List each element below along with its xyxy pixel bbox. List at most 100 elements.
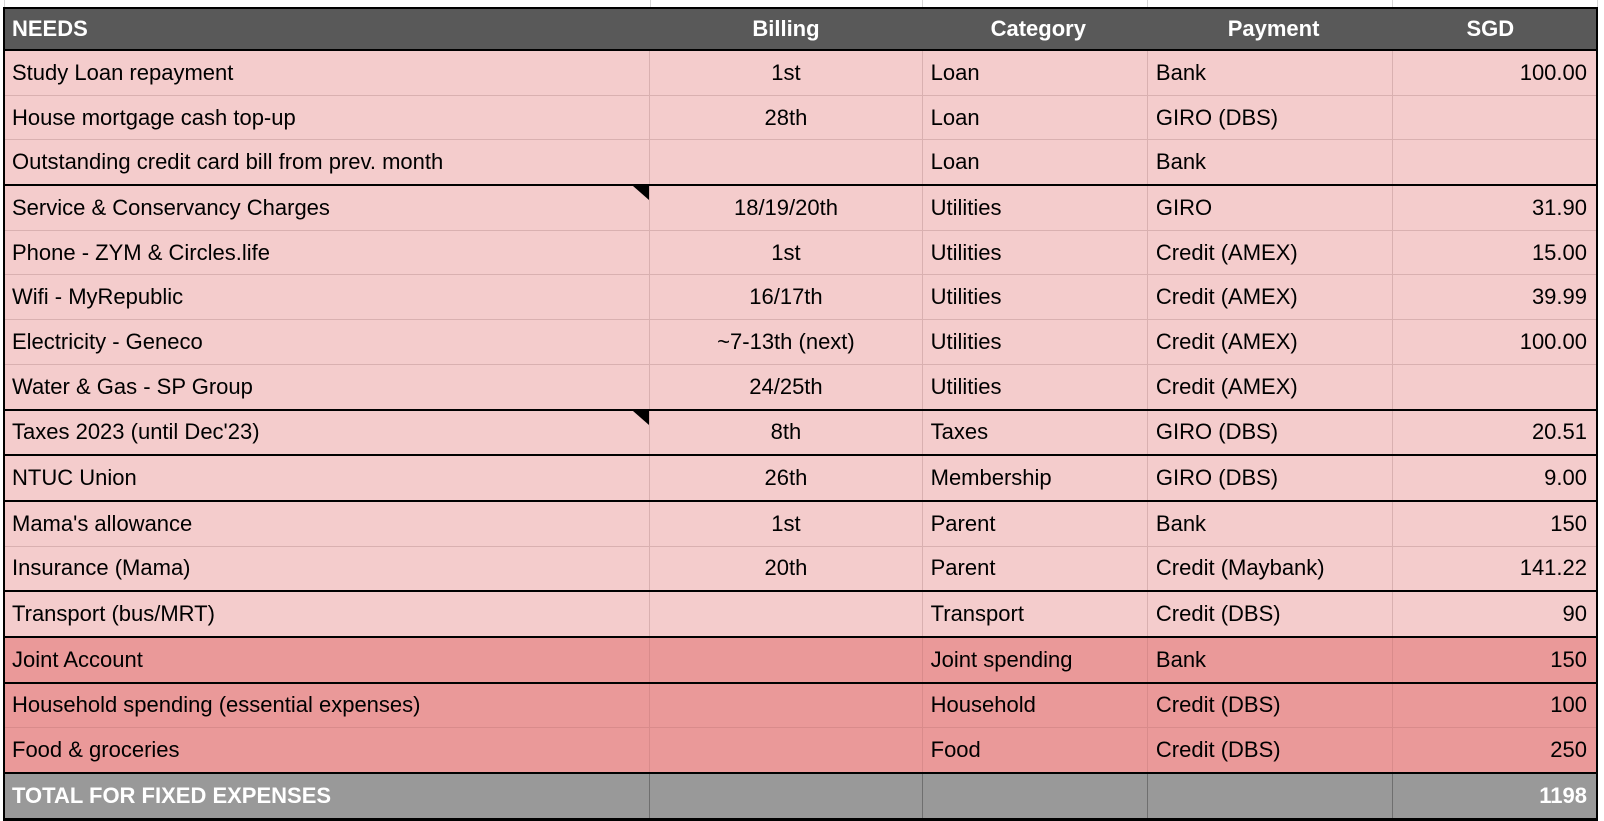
billing-cell[interactable]: 28th: [649, 95, 923, 141]
name-cell[interactable]: Taxes 2023 (until Dec'23): [4, 409, 651, 457]
payment-cell[interactable]: Bank: [1147, 50, 1394, 96]
column-header-billing[interactable]: Billing: [649, 8, 923, 51]
name-cell[interactable]: Joint Account: [4, 636, 651, 684]
billing-cell[interactable]: [649, 591, 923, 638]
name-cell[interactable]: Water & Gas - SP Group: [4, 364, 651, 411]
payment-cell[interactable]: Bank: [1147, 500, 1394, 547]
name-cell[interactable]: Household spending (essential expenses): [4, 682, 651, 729]
table-row: Insurance (Mama) 20th Parent Credit (Mayban…: [4, 546, 1597, 593]
payment-cell[interactable]: GIRO (DBS): [1147, 95, 1394, 141]
column-header-payment[interactable]: Payment: [1147, 8, 1393, 51]
name-cell[interactable]: Phone - ZYM & Circles.life: [4, 230, 651, 276]
sgd-cell[interactable]: 100: [1392, 682, 1597, 729]
sgd-cell[interactable]: 141.22: [1392, 546, 1597, 593]
name-cell[interactable]: Study Loan repayment: [4, 50, 651, 96]
name-cell[interactable]: Food & groceries: [4, 727, 651, 775]
name-cell[interactable]: Transport (bus/MRT): [4, 591, 651, 638]
billing-cell[interactable]: [649, 636, 923, 684]
billing-cell[interactable]: 8th: [649, 409, 923, 457]
billing-cell[interactable]: 16/17th: [649, 274, 923, 321]
sgd-cell[interactable]: 39.99: [1392, 274, 1597, 321]
name-cell[interactable]: House mortgage cash top-up: [4, 95, 651, 141]
name-cell[interactable]: Insurance (Mama): [4, 546, 651, 593]
sgd-cell[interactable]: 150: [1392, 636, 1597, 684]
sgd-cell[interactable]: [1392, 139, 1597, 187]
payment-cell[interactable]: Credit (AMEX): [1147, 230, 1394, 276]
category-cell[interactable]: Utilities: [922, 319, 1148, 365]
billing-cell[interactable]: [649, 682, 923, 729]
payment-cell[interactable]: GIRO: [1147, 185, 1394, 231]
gridline: [650, 0, 651, 7]
sgd-cell[interactable]: 15.00: [1392, 230, 1597, 276]
sgd-cell[interactable]: 90: [1392, 591, 1597, 638]
note-indicator-icon: [633, 186, 649, 201]
payment-cell[interactable]: Credit (AMEX): [1147, 274, 1394, 321]
billing-cell[interactable]: 24/25th: [649, 364, 923, 411]
sgd-cell[interactable]: 9.00: [1392, 455, 1597, 502]
name-cell[interactable]: Electricity - Geneco: [4, 319, 651, 365]
billing-cell[interactable]: ~7-13th (next): [649, 319, 923, 365]
billing-cell[interactable]: [649, 727, 923, 775]
category-cell[interactable]: Joint spending: [922, 636, 1148, 684]
category-cell[interactable]: Utilities: [922, 274, 1148, 321]
category-cell[interactable]: Parent: [922, 500, 1148, 547]
note-indicator-icon: [633, 410, 649, 425]
billing-cell[interactable]: 1st: [649, 50, 923, 96]
billing-cell[interactable]: 1st: [649, 230, 923, 276]
total-empty-cell[interactable]: [1147, 773, 1394, 820]
table-row: Wifi - MyRepublic 16/17th Utilities Credit …: [4, 274, 1597, 321]
payment-cell[interactable]: Credit (DBS): [1147, 591, 1394, 638]
category-cell[interactable]: Loan: [922, 95, 1148, 141]
sgd-cell[interactable]: 20.51: [1392, 409, 1597, 457]
gridline: [1147, 0, 1148, 7]
category-cell[interactable]: Loan: [922, 50, 1148, 96]
sgd-cell[interactable]: 250: [1392, 727, 1597, 775]
billing-cell[interactable]: 18/19/20th: [649, 185, 923, 231]
payment-cell[interactable]: Credit (Maybank): [1147, 546, 1394, 593]
sgd-cell[interactable]: 150: [1392, 500, 1597, 547]
sgd-cell[interactable]: 100.00: [1392, 319, 1597, 365]
payment-cell[interactable]: GIRO (DBS): [1147, 455, 1394, 502]
payment-cell[interactable]: Credit (DBS): [1147, 682, 1394, 729]
category-cell[interactable]: Utilities: [922, 230, 1148, 276]
category-cell[interactable]: Parent: [922, 546, 1148, 593]
payment-cell[interactable]: Credit (DBS): [1147, 727, 1394, 775]
column-header-category[interactable]: Category: [922, 8, 1148, 51]
expenses-table: NEEDS Billing Category Payment SGD Study…: [3, 7, 1598, 821]
total-label-cell[interactable]: TOTAL FOR FIXED EXPENSES: [4, 773, 651, 820]
payment-cell[interactable]: Bank: [1147, 139, 1394, 187]
name-cell[interactable]: Outstanding credit card bill from prev. …: [4, 139, 651, 187]
total-empty-cell[interactable]: [649, 773, 923, 820]
sgd-cell[interactable]: 100.00: [1392, 50, 1597, 96]
category-cell[interactable]: Utilities: [922, 185, 1148, 231]
name-cell[interactable]: Service & Conservancy Charges: [4, 185, 651, 231]
category-cell[interactable]: Membership: [922, 455, 1148, 502]
table-row: Household spending (essential expenses) H…: [4, 682, 1597, 729]
billing-cell[interactable]: 20th: [649, 546, 923, 593]
name-cell[interactable]: Mama's allowance: [4, 500, 651, 547]
sgd-cell[interactable]: [1392, 364, 1597, 411]
category-cell[interactable]: Utilities: [922, 364, 1148, 411]
category-cell[interactable]: Transport: [922, 591, 1148, 638]
payment-cell[interactable]: Credit (AMEX): [1147, 319, 1394, 365]
gridline: [1392, 0, 1393, 7]
billing-cell[interactable]: 26th: [649, 455, 923, 502]
payment-cell[interactable]: Credit (AMEX): [1147, 364, 1394, 411]
billing-cell[interactable]: 1st: [649, 500, 923, 547]
column-header-sgd[interactable]: SGD: [1392, 8, 1597, 51]
category-cell[interactable]: Food: [922, 727, 1148, 775]
sgd-cell[interactable]: [1392, 95, 1597, 141]
category-cell[interactable]: Loan: [922, 139, 1148, 187]
category-cell[interactable]: Household: [922, 682, 1148, 729]
billing-cell[interactable]: [649, 139, 923, 187]
name-cell[interactable]: Wifi - MyRepublic: [4, 274, 651, 321]
payment-cell[interactable]: GIRO (DBS): [1147, 409, 1394, 457]
name-cell[interactable]: NTUC Union: [4, 455, 651, 502]
column-header-needs[interactable]: NEEDS: [4, 8, 650, 51]
category-cell[interactable]: Taxes: [922, 409, 1148, 457]
payment-cell[interactable]: Bank: [1147, 636, 1394, 684]
table-row: Joint Account Joint spending Bank 150: [4, 636, 1597, 684]
total-value-cell[interactable]: 1198: [1392, 773, 1597, 820]
total-empty-cell[interactable]: [922, 773, 1148, 820]
sgd-cell[interactable]: 31.90: [1392, 185, 1597, 231]
